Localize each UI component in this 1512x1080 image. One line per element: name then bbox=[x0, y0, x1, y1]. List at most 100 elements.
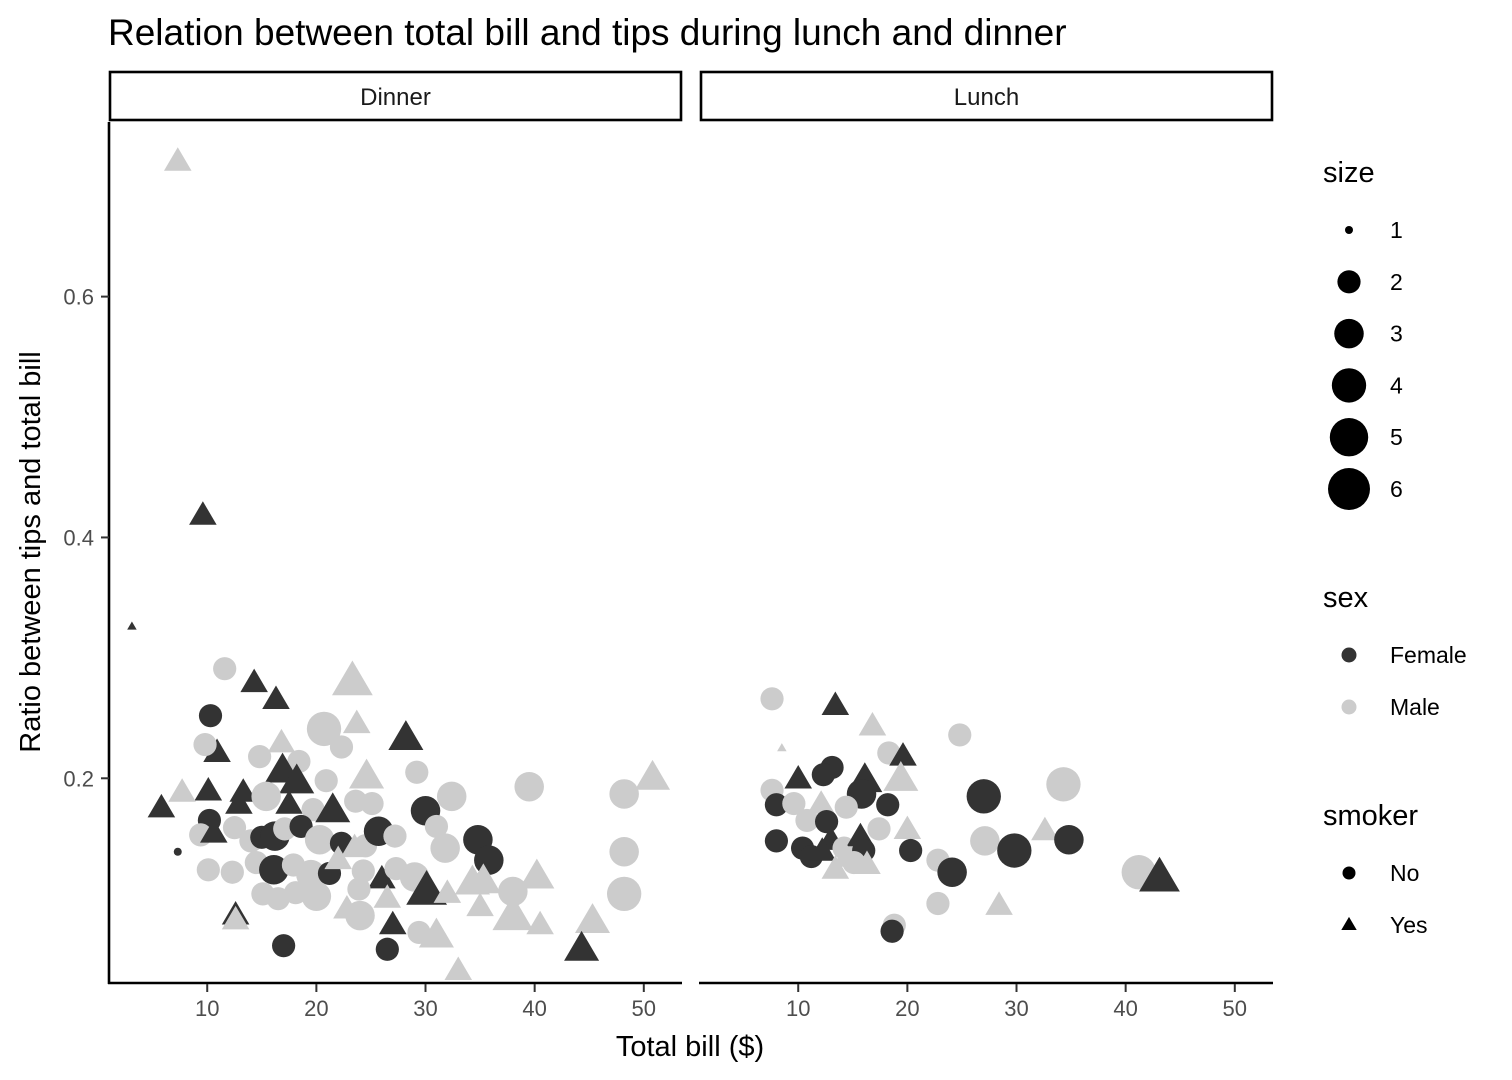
data-point bbox=[853, 850, 881, 874]
data-point bbox=[315, 792, 351, 823]
strip-lunch bbox=[699, 70, 1274, 122]
legend-sex-key bbox=[1341, 699, 1357, 715]
data-point bbox=[867, 817, 891, 841]
data-point bbox=[876, 793, 900, 817]
data-point bbox=[368, 864, 396, 889]
data-point bbox=[349, 758, 385, 789]
data-point bbox=[498, 876, 528, 907]
legend-size-label: 2 bbox=[1390, 269, 1403, 295]
data-point bbox=[329, 735, 354, 759]
data-point bbox=[430, 833, 460, 863]
data-point bbox=[834, 795, 858, 819]
strip-label-dinner: Dinner bbox=[360, 84, 431, 111]
points-lunch bbox=[760, 687, 1180, 943]
data-point bbox=[760, 687, 784, 711]
data-point bbox=[1054, 824, 1084, 855]
data-point bbox=[635, 759, 671, 790]
x-ticks-lunch: 10 20 30 40 50 bbox=[786, 984, 1247, 1021]
data-point bbox=[373, 884, 402, 908]
data-point bbox=[937, 857, 967, 887]
data-point bbox=[436, 781, 467, 812]
data-point bbox=[926, 891, 950, 916]
data-point bbox=[418, 917, 454, 948]
data-point bbox=[609, 836, 639, 867]
data-point bbox=[519, 858, 555, 889]
data-point bbox=[173, 847, 182, 856]
data-point bbox=[899, 838, 923, 863]
data-point bbox=[301, 797, 325, 822]
data-point bbox=[196, 858, 220, 882]
data-point bbox=[267, 728, 296, 753]
data-point bbox=[574, 903, 611, 934]
x-ticks-dinner: 10 20 30 40 50 bbox=[195, 984, 656, 1021]
data-point bbox=[306, 711, 342, 747]
data-point bbox=[345, 900, 375, 931]
x-tick-label: 30 bbox=[413, 996, 437, 1021]
data-point bbox=[127, 621, 137, 630]
x-tick-label: 20 bbox=[895, 996, 919, 1021]
data-point bbox=[213, 657, 237, 681]
data-point bbox=[405, 760, 429, 784]
data-point bbox=[893, 815, 922, 840]
data-point bbox=[199, 819, 228, 843]
legend-smoker-title: smoker bbox=[1323, 800, 1418, 832]
data-point bbox=[279, 763, 315, 794]
data-point bbox=[424, 814, 449, 839]
legend-sex: sex Female Male bbox=[1323, 582, 1467, 720]
data-point bbox=[985, 891, 1013, 915]
legend-smoker-key bbox=[1341, 916, 1357, 931]
x-tick-label: 20 bbox=[304, 996, 328, 1021]
data-point bbox=[259, 855, 289, 885]
data-point bbox=[266, 887, 290, 911]
data-point bbox=[526, 910, 554, 935]
data-point bbox=[764, 829, 789, 853]
y-axis-title: Ratio between tips and total bill bbox=[15, 351, 47, 752]
data-point bbox=[970, 826, 1000, 856]
legend-size-key bbox=[1329, 417, 1369, 457]
legend-size-key bbox=[1331, 368, 1367, 403]
data-point bbox=[492, 895, 534, 931]
x-tick-label: 30 bbox=[1004, 996, 1028, 1021]
data-point bbox=[378, 910, 407, 935]
data-point bbox=[388, 720, 424, 750]
data-point bbox=[465, 863, 501, 894]
data-point bbox=[811, 763, 835, 787]
strip-dinner bbox=[108, 70, 683, 122]
data-point bbox=[248, 745, 272, 769]
data-point bbox=[287, 749, 311, 774]
data-point bbox=[889, 742, 917, 766]
legend-size-label: 1 bbox=[1390, 217, 1403, 243]
data-point bbox=[609, 779, 639, 809]
legend-size-title: size bbox=[1323, 157, 1375, 189]
strip-label-lunch: Lunch bbox=[954, 84, 1019, 111]
data-point bbox=[815, 810, 839, 834]
x-tick-label: 10 bbox=[786, 996, 810, 1021]
data-point bbox=[168, 778, 196, 802]
legend-sex-label: Male bbox=[1390, 694, 1440, 720]
legend-smoker-key bbox=[1342, 866, 1356, 880]
y-tick-label: 0.4 bbox=[63, 525, 94, 550]
legend-size-key bbox=[1345, 226, 1353, 234]
data-point bbox=[240, 668, 268, 693]
data-point bbox=[764, 793, 789, 817]
data-point bbox=[375, 937, 399, 961]
data-point bbox=[284, 881, 308, 905]
legend-size-label: 6 bbox=[1390, 476, 1403, 502]
facet-lunch: Lunch 10 20 30 40 50 bbox=[699, 70, 1274, 1021]
data-point bbox=[1031, 816, 1059, 841]
data-point bbox=[275, 790, 303, 814]
data-point bbox=[808, 837, 837, 861]
data-point bbox=[163, 147, 192, 171]
data-point bbox=[351, 859, 375, 883]
data-point bbox=[360, 791, 384, 816]
data-point bbox=[289, 814, 313, 839]
data-point bbox=[262, 685, 290, 710]
legend-smoker-label: No bbox=[1390, 860, 1419, 886]
legend-size-key bbox=[1328, 468, 1370, 510]
data-point bbox=[220, 860, 244, 884]
data-point bbox=[433, 879, 462, 903]
data-point bbox=[821, 855, 850, 879]
x-tick-label: 10 bbox=[195, 996, 219, 1021]
data-point bbox=[324, 845, 352, 870]
